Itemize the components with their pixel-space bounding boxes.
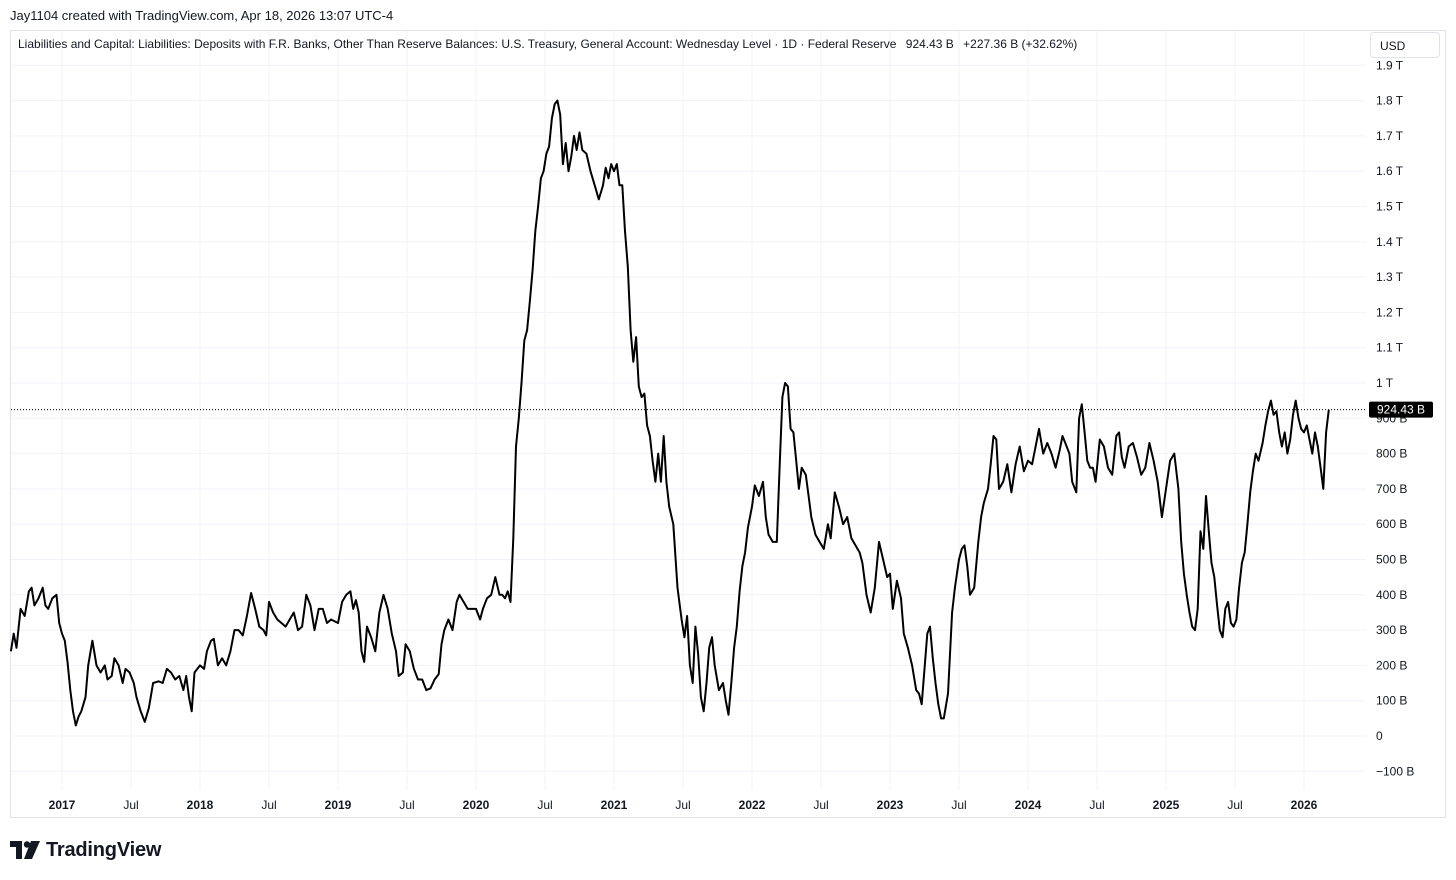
last-value-badge [1369, 401, 1433, 418]
y-tick-label: 100 B [1376, 694, 1407, 708]
y-tick-label: 1 T [1376, 376, 1394, 390]
x-tick-year-label: 2018 [187, 798, 214, 812]
series-title: Liabilities and Capital: Liabilities: De… [18, 37, 897, 51]
y-tick-label: 1.1 T [1376, 341, 1404, 355]
y-tick-label: 1.9 T [1376, 58, 1404, 72]
x-tick-year-label: 2017 [49, 798, 76, 812]
x-tick-month-label: Jul [1227, 798, 1242, 812]
chart-frame [10, 30, 1446, 818]
x-tick-month-label: Jul [951, 798, 966, 812]
y-tick-label: 1.6 T [1376, 164, 1404, 178]
x-tick-year-label: 2025 [1153, 798, 1180, 812]
x-tick-month-label: Jul [537, 798, 552, 812]
legend-change: +227.36 B (+32.62%) [963, 37, 1078, 51]
currency-selector-button[interactable]: USD [1370, 32, 1440, 58]
y-tick-label: 800 B [1376, 447, 1407, 461]
tradingview-logo-text: TradingView [46, 838, 162, 861]
x-tick-year-label: 2021 [601, 798, 628, 812]
y-tick-label: 300 B [1376, 623, 1407, 637]
tradingview-logo[interactable]: TradingView [10, 838, 161, 862]
chart-grid [11, 31, 1366, 790]
y-tick-label: 400 B [1376, 588, 1407, 602]
x-tick-month-label: Jul [1089, 798, 1104, 812]
y-tick-label: 500 B [1376, 553, 1407, 567]
legend-last-value: 924.43 B [905, 37, 954, 51]
y-tick-label: 700 B [1376, 482, 1407, 496]
y-tick-label: 1.8 T [1376, 94, 1404, 108]
last-value-marker: 924.43 B [11, 401, 1433, 418]
x-tick-year-label: 2020 [463, 798, 490, 812]
tradingview-logo-icon [10, 841, 40, 859]
y-tick-label: 0 [1376, 729, 1383, 743]
last-value-label: 924.43 B [1377, 403, 1425, 417]
y-tick-label: 200 B [1376, 658, 1407, 672]
x-tick-year-label: 2019 [325, 798, 352, 812]
x-tick-year-label: 2022 [739, 798, 766, 812]
chart-attribution: Jay1104 created with TradingView.com, Ap… [10, 8, 394, 23]
x-tick-year-label: 2023 [877, 798, 904, 812]
y-tick-label: 1.5 T [1376, 200, 1404, 214]
x-tick-month-label: Jul [813, 798, 828, 812]
x-tick-month-label: Jul [675, 798, 690, 812]
x-tick-month-label: Jul [123, 798, 138, 812]
x-tick-month-label: Jul [261, 798, 276, 812]
x-tick-month-label: Jul [399, 798, 414, 812]
x-tick-year-label: 2026 [1291, 798, 1318, 812]
y-tick-label: 1.7 T [1376, 129, 1404, 143]
series-legend[interactable]: Liabilities and Capital: Liabilities: De… [18, 37, 1077, 51]
y-tick-label: −100 B [1376, 764, 1414, 778]
price-axis: 1.9 T 1.8 T 1.7 T 1.6 T 1.5 T 1.4 T 1.3 T 1.2 T… [1376, 58, 1414, 778]
series-layer [9, 99, 1330, 727]
y-tick-label: 600 B [1376, 517, 1407, 531]
y-tick-label: 1.2 T [1376, 305, 1404, 319]
series-line [9, 99, 1330, 727]
time-axis: 2017 Jul 2018 Jul 2019 Jul 2020 Jul 2021 Jul 2022 J… [49, 798, 1318, 812]
y-tick-label: 1.3 T [1376, 270, 1404, 284]
x-tick-year-label: 2024 [1015, 798, 1042, 812]
y-tick-label: 1.4 T [1376, 235, 1404, 249]
